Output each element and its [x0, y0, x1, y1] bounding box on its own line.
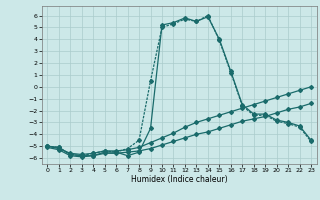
X-axis label: Humidex (Indice chaleur): Humidex (Indice chaleur)	[131, 175, 228, 184]
